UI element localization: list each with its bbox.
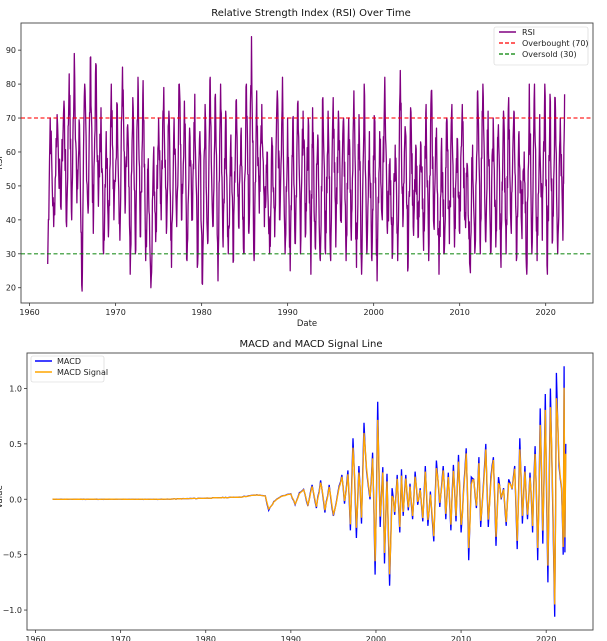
macd-y-axis-label: Value bbox=[0, 485, 5, 508]
legend-label-overbought: Overbought (70) bbox=[522, 39, 589, 48]
rsi-legend: RSI Overbought (70) Oversold (30) bbox=[493, 26, 589, 66]
rsi-x-tick-label: 1970 bbox=[105, 308, 125, 317]
rsi-ticks: 1960 1970 1980 1990 2000 2010 2020203040506070… bbox=[6, 46, 556, 317]
macd-chart: MACD and MACD Signal Line 1960 1970 1980 19… bbox=[0, 339, 594, 641]
macd-x-tick-label: 1960 bbox=[25, 635, 45, 641]
rsi-y-tick-label: 40 bbox=[6, 216, 16, 225]
rsi-x-tick-label: 2010 bbox=[449, 308, 469, 317]
legend-label-macd: MACD bbox=[57, 357, 81, 366]
macd-x-tick-label: 1980 bbox=[196, 635, 216, 641]
macd-x-tick-label: 1990 bbox=[281, 635, 301, 641]
rsi-x-tick-label: 1990 bbox=[277, 308, 297, 317]
macd-y-tick-label: 0.0 bbox=[9, 495, 22, 504]
macd-legend: MACD MACD Signal bbox=[30, 355, 108, 383]
legend-label-macd-signal: MACD Signal bbox=[57, 368, 108, 377]
macd-x-tick-label: 2020 bbox=[536, 635, 556, 641]
rsi-y-tick-label: 20 bbox=[6, 284, 16, 293]
rsi-chart-title: Relative Strength Index (RSI) Over Time bbox=[211, 8, 411, 19]
rsi-x-tick-label: 2020 bbox=[536, 308, 556, 317]
legend-label-rsi: RSI bbox=[522, 28, 535, 37]
rsi-y-tick-label: 80 bbox=[6, 80, 16, 89]
rsi-y-tick-label: 60 bbox=[6, 148, 16, 157]
macd-ticks: 1960 1970 1980 1990 2000 2010 2020 −1.0 −0.5 0.0 0… bbox=[3, 384, 557, 641]
macd-signal-line bbox=[52, 387, 567, 605]
macd-chart-title: MACD and MACD Signal Line bbox=[239, 339, 382, 350]
rsi-x-tick-label: 2000 bbox=[363, 308, 383, 317]
rsi-x-axis-label: Date bbox=[297, 319, 317, 329]
rsi-y-tick-label: 50 bbox=[6, 182, 16, 191]
rsi-legend-box bbox=[493, 26, 589, 66]
macd-x-tick-label: 2010 bbox=[451, 635, 471, 641]
rsi-x-tick-label: 1980 bbox=[191, 308, 211, 317]
rsi-line bbox=[47, 35, 566, 292]
macd-x-tick-label: 2000 bbox=[366, 635, 386, 641]
macd-series-group bbox=[52, 366, 567, 617]
macd-y-tick-label: −1.0 bbox=[3, 606, 22, 615]
macd-y-tick-label: 1.0 bbox=[9, 384, 22, 393]
macd-x-tick-label: 1970 bbox=[110, 635, 130, 641]
rsi-y-tick-label: 30 bbox=[6, 250, 16, 259]
rsi-series-group bbox=[21, 35, 593, 292]
rsi-y-axis-label: RSI bbox=[0, 156, 5, 170]
macd-y-tick-label: 0.5 bbox=[9, 440, 22, 449]
macd-legend-box bbox=[30, 355, 105, 383]
rsi-y-tick-label: 70 bbox=[6, 114, 16, 123]
legend-label-oversold: Oversold (30) bbox=[522, 50, 577, 59]
macd-y-tick-label: −0.5 bbox=[3, 551, 22, 560]
rsi-chart: Relative Strength Index (RSI) Over Time … bbox=[0, 8, 594, 329]
rsi-x-tick-label: 1960 bbox=[19, 308, 39, 317]
rsi-y-tick-label: 90 bbox=[6, 46, 16, 55]
